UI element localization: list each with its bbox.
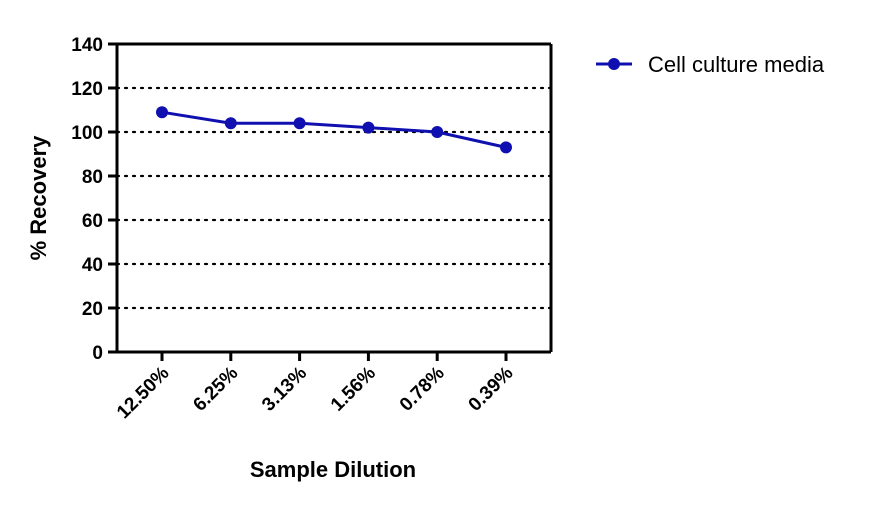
data-point [431, 126, 444, 138]
y-tick-label: 0 [92, 343, 103, 364]
y-tick-label: 20 [82, 299, 103, 320]
grid-lines [115, 86, 553, 310]
x-ticks: 12.50% 6.25% 3.13% 1.56% 0.78% 0.39% [113, 352, 518, 423]
x-tick-label: 1.56% [327, 363, 380, 416]
y-tick-label: 40 [82, 255, 103, 276]
y-tick-label: 140 [71, 35, 103, 56]
x-tick-label: 0.39% [465, 363, 518, 416]
y-ticks: 0 20 40 60 80 100 120 140 [71, 35, 117, 364]
series-line [161, 110, 507, 149]
y-tick-label: 60 [82, 211, 103, 232]
legend-point-marker [608, 58, 620, 70]
series-cell-culture-media [156, 106, 512, 154]
legend-label: Cell culture media [648, 52, 825, 77]
data-point [156, 106, 168, 119]
x-tick-label: 6.25% [189, 363, 242, 416]
y-tick-label: 120 [71, 79, 103, 100]
y-tick-label: 80 [82, 167, 103, 188]
axes [115, 42, 553, 354]
y-tick-label: 100 [71, 123, 103, 144]
y-axis-title: % Recovery [26, 135, 51, 261]
data-point [224, 117, 237, 130]
data-point [362, 121, 375, 134]
x-tick-label: 12.50% [113, 363, 173, 423]
data-point [500, 141, 512, 154]
x-tick-label: 3.13% [258, 363, 311, 416]
x-tick-label: 0.78% [396, 363, 449, 416]
legend: Cell culture media [596, 52, 825, 77]
x-axis-title: Sample Dilution [250, 457, 416, 482]
data-point [293, 117, 306, 130]
